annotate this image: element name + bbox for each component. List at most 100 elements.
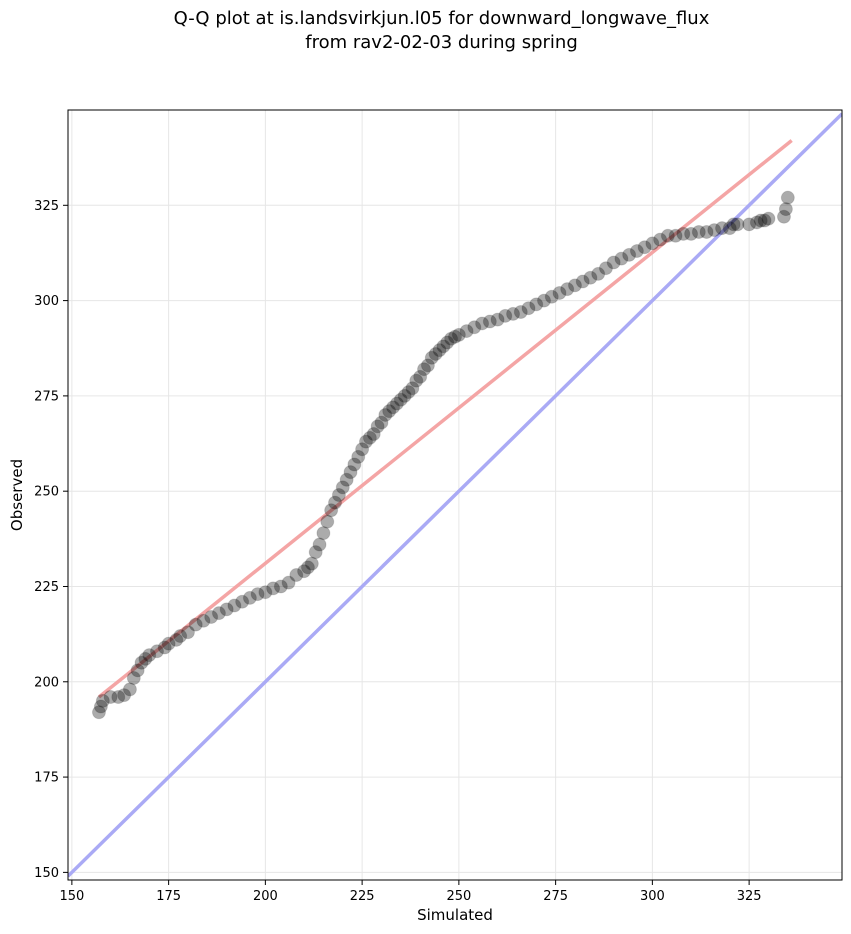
qq-point — [761, 211, 776, 226]
qq-point — [506, 306, 521, 321]
qq-point — [637, 240, 652, 255]
x-tick-label: 200 — [253, 889, 278, 904]
qq-point — [355, 442, 370, 457]
qq-point — [432, 343, 447, 358]
qq-point — [722, 221, 737, 236]
qq-point — [622, 247, 637, 262]
qq-point — [316, 526, 331, 541]
qq-point — [343, 465, 358, 480]
qq-point — [219, 602, 234, 617]
qq-point — [117, 688, 132, 703]
qq-point — [320, 514, 335, 529]
qq-point — [451, 327, 466, 342]
qq-point — [668, 228, 683, 243]
qq-point — [606, 255, 621, 270]
qq-point — [583, 270, 598, 285]
qq-point — [707, 223, 722, 238]
qq-point — [258, 585, 273, 600]
qq-point — [467, 320, 482, 335]
qq-point — [362, 430, 377, 445]
y-axis-label: Observed — [8, 459, 26, 531]
qq-point — [459, 324, 474, 339]
qq-point — [188, 617, 203, 632]
qq-point — [126, 670, 141, 685]
qq-point — [730, 217, 745, 232]
qq-point — [537, 293, 552, 308]
x-tick-label: 150 — [59, 889, 84, 904]
qq-point — [289, 568, 304, 583]
qq-point — [374, 415, 389, 430]
qq-point — [130, 663, 145, 678]
qq-point — [138, 651, 153, 666]
qq-point — [676, 226, 691, 241]
qq-point — [552, 285, 567, 300]
qq-point — [726, 217, 741, 232]
qq-point — [645, 236, 660, 251]
qq-point — [629, 244, 644, 259]
qq-point — [324, 503, 339, 518]
qq-point — [103, 690, 118, 705]
qq-point — [420, 358, 435, 373]
qq-point — [397, 388, 412, 403]
qq-point — [776, 209, 791, 224]
qq-point — [180, 625, 195, 640]
qq-point — [386, 400, 401, 415]
qq-point — [366, 427, 381, 442]
qq-point — [93, 699, 108, 714]
qq-point — [482, 314, 497, 329]
qq-point — [308, 545, 323, 560]
qq-point — [653, 232, 668, 247]
qq-point — [150, 644, 165, 659]
qq-point — [413, 369, 428, 384]
qq-point — [122, 682, 137, 697]
qq-point — [498, 308, 513, 323]
qq-point — [428, 346, 443, 361]
qq-point — [196, 613, 211, 628]
y-tick-label: 150 — [34, 866, 59, 881]
qq-point — [281, 575, 296, 590]
qq-point — [753, 213, 768, 228]
qq-point — [300, 560, 315, 575]
qq-point — [521, 301, 536, 316]
qq-points — [91, 190, 795, 720]
qq-point — [715, 221, 730, 236]
y-tick-label: 200 — [34, 675, 59, 690]
qq-point — [544, 289, 559, 304]
qq-point — [91, 705, 106, 720]
x-tick-label: 250 — [446, 889, 471, 904]
qq-point — [440, 335, 455, 350]
qq-point — [405, 381, 420, 396]
qq-point — [560, 282, 575, 297]
qq-point — [95, 693, 110, 708]
qq-point — [378, 407, 393, 422]
qq-point — [684, 226, 699, 241]
qq-point — [409, 373, 424, 388]
qq-point — [614, 251, 629, 266]
qq-point — [273, 579, 288, 594]
qq-point — [339, 472, 354, 487]
qq-point — [448, 329, 462, 344]
qq-point — [331, 488, 346, 502]
x-tick-label: 325 — [737, 889, 762, 904]
qq-point — [370, 419, 385, 434]
qq-point — [161, 636, 176, 651]
qq-point — [591, 266, 606, 281]
qq-point — [513, 305, 528, 320]
y-tick-label: 250 — [34, 485, 59, 500]
qq-point — [424, 350, 439, 365]
y-tick-label: 275 — [34, 389, 59, 404]
qq-point — [529, 297, 544, 312]
fit-line — [97, 139, 793, 699]
x-tick-label: 300 — [640, 889, 665, 904]
qq-point — [227, 598, 242, 613]
qq-point — [401, 385, 416, 400]
qq-point — [575, 274, 590, 289]
reference-lines — [68, 112, 842, 878]
qq-point — [389, 396, 404, 411]
x-axis-label: Simulated — [417, 906, 493, 924]
qq-point — [351, 449, 366, 464]
y-tick-label: 300 — [34, 294, 59, 309]
chart-subtitle: from rav2-02-03 during spring — [305, 32, 578, 53]
